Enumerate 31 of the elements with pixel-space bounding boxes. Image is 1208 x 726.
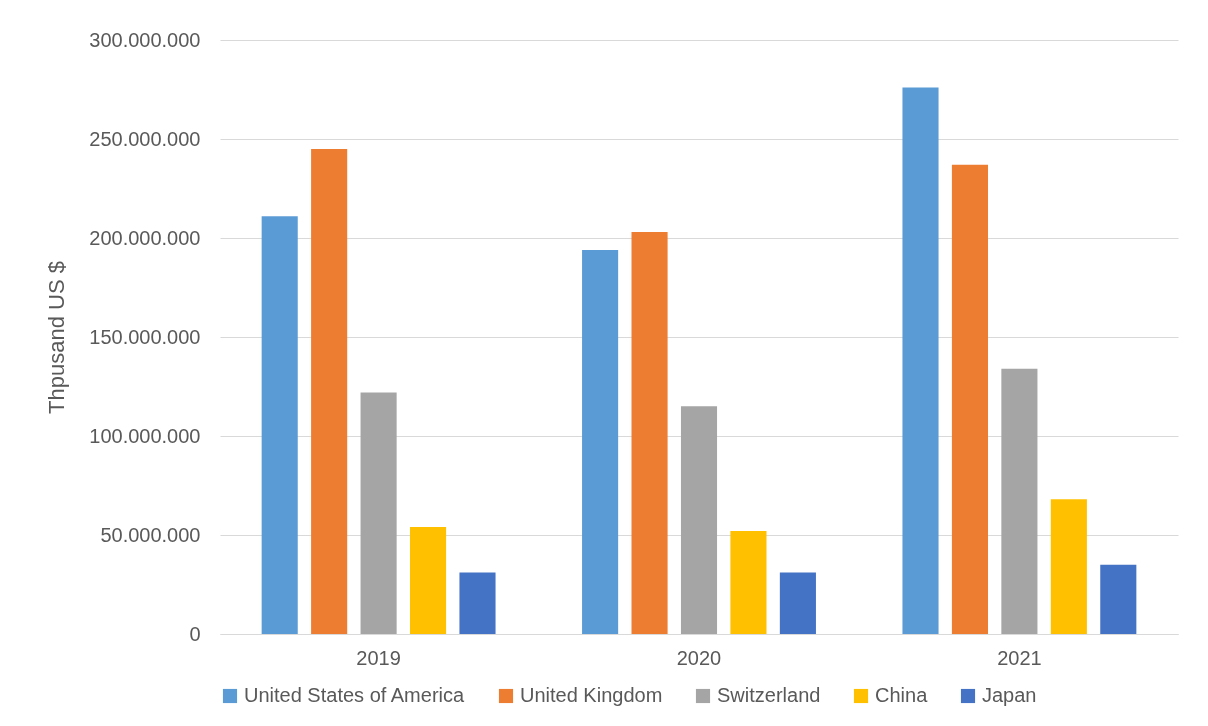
bar xyxy=(779,572,816,634)
bar xyxy=(1100,564,1137,634)
x-tick-label: 2020 xyxy=(676,646,722,669)
bar xyxy=(410,527,447,634)
y-axis-title: Thpusand US $ xyxy=(44,261,70,414)
legend-label: United States of America xyxy=(244,684,465,706)
x-tick-label: 2021 xyxy=(997,646,1042,669)
legend-label: United Kingdom xyxy=(520,684,663,706)
bar xyxy=(582,249,619,634)
bar xyxy=(680,406,718,634)
legend-label: Switzerland xyxy=(717,684,821,706)
bar xyxy=(1050,499,1087,634)
y-tick-label: 200.000.000 xyxy=(89,226,201,249)
bar xyxy=(261,216,298,634)
bar xyxy=(360,392,397,634)
y-tick-label: 0 xyxy=(189,622,201,645)
legend-label: Japan xyxy=(982,684,1037,706)
y-tick-label: 300.000.000 xyxy=(89,28,201,51)
y-tick-label: 100.000.000 xyxy=(89,424,201,447)
y-tick-label: 50.000.000 xyxy=(100,523,201,546)
bar xyxy=(951,164,988,634)
bar xyxy=(459,572,496,634)
legend-label: China xyxy=(875,684,929,706)
y-tick-label: 150.000.000 xyxy=(89,325,201,348)
x-tick-label: 2019 xyxy=(356,646,401,669)
bar xyxy=(311,148,348,634)
bar xyxy=(730,531,767,634)
bar xyxy=(902,87,939,634)
bar xyxy=(631,232,668,634)
y-tick-label: 250.000.000 xyxy=(89,127,201,150)
bar xyxy=(1001,368,1038,634)
